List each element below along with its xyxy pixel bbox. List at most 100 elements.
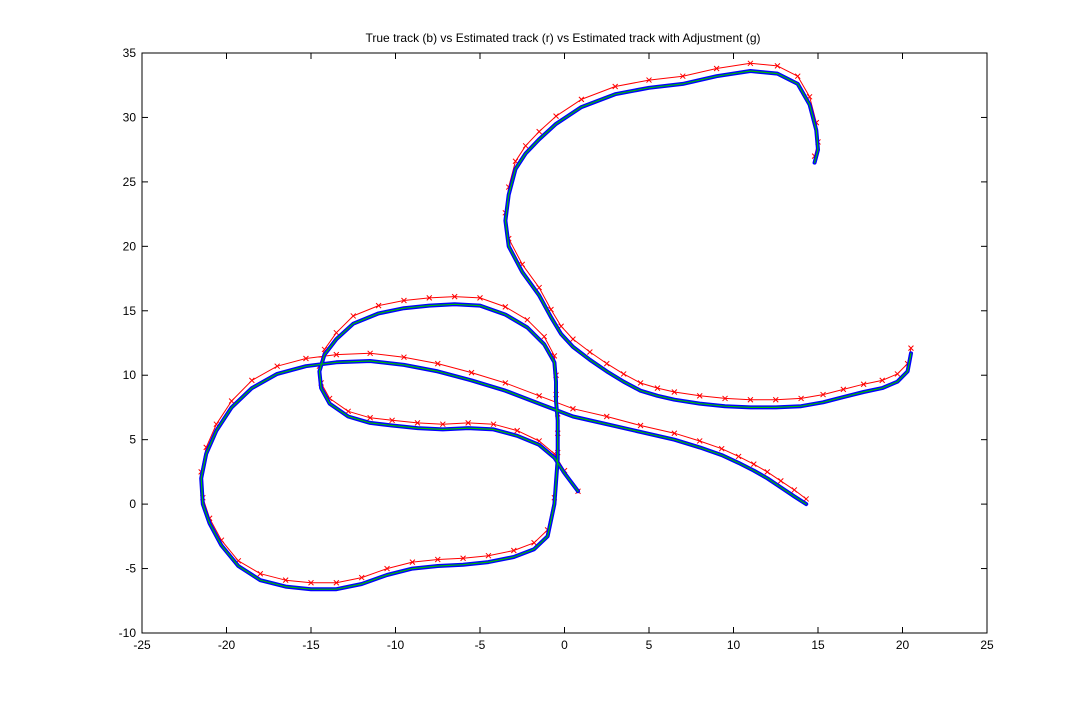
y-tick-label: 0	[129, 497, 136, 511]
marker-estimated-track-r	[477, 295, 483, 301]
marker-estimated-track-r	[485, 552, 492, 559]
x-tick-label: 15	[811, 638, 825, 652]
marker-estimated-track-r	[510, 547, 517, 554]
y-tick-label: 20	[123, 239, 137, 253]
marker-estimated-track-r	[414, 420, 421, 426]
marker-estimated-track-r	[696, 392, 703, 399]
marker-estimated-track-r	[451, 293, 458, 300]
series-line-estimated-track-r	[200, 62, 912, 584]
marker-estimated-track-r	[248, 377, 255, 384]
marker-estimated-track-r	[401, 354, 407, 361]
marker-estimated-track-r	[536, 284, 543, 291]
marker-estimated-track-r	[228, 398, 235, 404]
marker-estimated-track-r	[303, 355, 309, 362]
marker-estimated-track-r	[696, 438, 703, 444]
marker-estimated-track-r	[531, 539, 537, 546]
marker-estimated-track-r	[679, 73, 686, 80]
marker-estimated-track-r	[713, 65, 720, 72]
marker-estimated-track-r	[350, 313, 357, 319]
marker-estimated-track-r	[637, 422, 644, 429]
marker-estimated-track-r	[620, 371, 627, 377]
marker-estimated-track-r	[578, 96, 585, 103]
marker-estimated-track-r	[879, 377, 886, 384]
marker-estimated-track-r	[257, 570, 264, 577]
marker-estimated-track-r	[798, 395, 804, 402]
marker-estimated-track-r	[586, 349, 593, 355]
marker-estimated-track-r	[358, 574, 365, 581]
marker-estimated-track-r	[308, 579, 314, 586]
marker-estimated-track-r	[747, 60, 754, 67]
marker-estimated-track-r	[333, 329, 340, 336]
marker-estimated-track-r	[389, 417, 395, 424]
y-tick-label: 15	[123, 304, 137, 318]
marker-estimated-track-r	[570, 336, 576, 342]
marker-estimated-track-r	[367, 350, 374, 357]
y-tick-label: 30	[123, 110, 137, 124]
marker-estimated-track-r	[894, 371, 901, 377]
y-tick-label: -5	[125, 562, 136, 576]
marker-estimated-track-r	[820, 391, 826, 398]
marker-estimated-track-r	[536, 128, 543, 135]
marker-estimated-track-r	[772, 396, 779, 403]
marker-estimated-track-r	[426, 295, 433, 301]
marker-estimated-track-r	[282, 577, 289, 584]
marker-estimated-track-r	[671, 430, 678, 437]
marker-estimated-track-r	[465, 420, 472, 426]
marker-estimated-track-r	[384, 565, 390, 572]
marker-estimated-track-r	[908, 345, 914, 352]
x-tick-label: 0	[561, 638, 568, 652]
marker-estimated-track-r	[735, 453, 742, 460]
chart-title: True track (b) vs Estimated track (r) vs…	[366, 31, 761, 45]
marker-estimated-track-r	[375, 302, 382, 309]
marker-estimated-track-r	[840, 386, 847, 393]
x-tick-label: -10	[387, 638, 405, 652]
x-tick-label: -5	[475, 638, 486, 652]
marker-estimated-track-r	[777, 478, 784, 484]
y-tick-label: -10	[119, 626, 137, 640]
marker-estimated-track-r	[774, 63, 781, 69]
marker-estimated-track-r	[536, 392, 543, 399]
marker-estimated-track-r	[434, 360, 441, 367]
marker-estimated-track-r	[460, 555, 466, 562]
marker-estimated-track-r	[522, 142, 529, 149]
series-estimated-track-r	[198, 60, 914, 586]
series-estimated-track-with-adjustment-g	[200, 70, 912, 590]
marker-estimated-track-r	[439, 421, 446, 428]
marker-estimated-track-r	[747, 396, 754, 403]
marker-estimated-track-r	[490, 421, 497, 428]
marker-estimated-track-r	[671, 389, 678, 395]
marker-estimated-track-r	[333, 351, 340, 358]
marker-estimated-track-r	[409, 559, 416, 565]
y-tick-label: 10	[123, 368, 137, 382]
x-tick-label: -15	[302, 638, 320, 652]
axis-ticks: -25 -20 -15 -10 -5 0 5 10 15 20 25 -10 -5 0 5 10 15 20 25 3…	[119, 46, 994, 652]
marker-estimated-track-r	[612, 83, 619, 90]
marker-estimated-track-r	[654, 385, 661, 391]
x-tick-label: 25	[980, 638, 994, 652]
marker-estimated-track-r	[367, 414, 374, 421]
marker-estimated-track-r	[524, 316, 531, 323]
marker-estimated-track-r	[468, 369, 475, 376]
x-tick-label: 10	[727, 638, 741, 652]
marker-estimated-track-r	[722, 395, 728, 402]
series-line-estimated-track-with-adjustment-g	[200, 70, 912, 590]
marker-estimated-track-r	[791, 487, 798, 493]
x-tick-label: -20	[218, 638, 236, 652]
marker-estimated-track-r	[603, 413, 610, 420]
marker-estimated-track-r	[541, 333, 548, 340]
x-tick-label: 5	[646, 638, 653, 652]
y-tick-label: 35	[123, 46, 137, 60]
marker-estimated-track-r	[860, 381, 867, 388]
marker-estimated-track-r	[274, 363, 281, 370]
marker-estimated-track-r	[764, 469, 771, 475]
y-tick-label: 25	[123, 175, 137, 189]
marker-estimated-track-r	[553, 113, 559, 120]
plot-area	[198, 60, 914, 592]
marker-estimated-track-r	[514, 427, 521, 434]
marker-estimated-track-r	[333, 579, 340, 586]
x-tick-label: -25	[133, 638, 151, 652]
marker-estimated-track-r	[637, 380, 644, 386]
marker-estimated-track-r	[603, 360, 610, 367]
